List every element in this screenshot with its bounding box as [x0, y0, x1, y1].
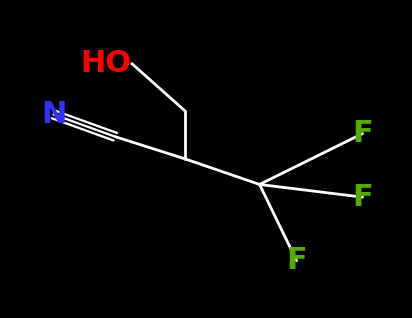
- Text: HO: HO: [81, 49, 132, 78]
- Text: F: F: [352, 119, 373, 148]
- Text: F: F: [286, 246, 307, 275]
- Text: N: N: [41, 100, 66, 129]
- Text: F: F: [352, 183, 373, 212]
